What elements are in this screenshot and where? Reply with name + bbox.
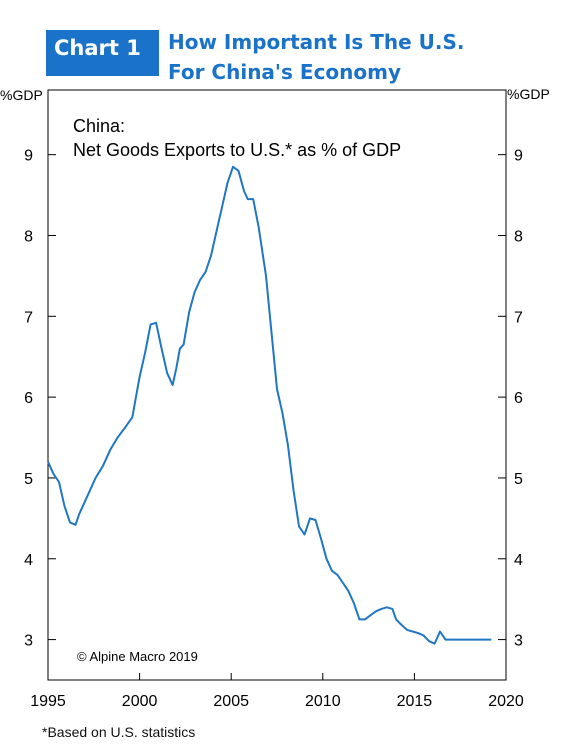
- x-tick-label: 2010: [305, 693, 341, 710]
- y-tick-label-right: 5: [514, 471, 523, 488]
- y-tick-label-left: 8: [24, 228, 33, 245]
- x-tick-label: 2000: [122, 693, 158, 710]
- chart-header-title-line2: For China's Economy: [168, 60, 402, 84]
- y-tick-label-right: 3: [514, 633, 523, 650]
- x-tick-label: 2020: [488, 693, 524, 710]
- y-axis-label-left: %GDP: [0, 87, 43, 103]
- footnote: *Based on U.S. statistics: [42, 724, 196, 740]
- y-tick-label-right: 6: [514, 390, 523, 407]
- x-tick-label: 2015: [397, 693, 433, 710]
- y-tick-label-left: 9: [24, 148, 33, 165]
- x-tick-label: 2005: [213, 693, 249, 710]
- y-tick-label-right: 9: [514, 148, 523, 165]
- y-tick-label-left: 7: [24, 309, 33, 326]
- copyright-annotation: © Alpine Macro 2019: [77, 649, 198, 664]
- y-tick-label-right: 4: [514, 552, 523, 569]
- y-tick-label-right: 8: [514, 228, 523, 245]
- y-tick-label-left: 4: [24, 552, 33, 569]
- axis-ticks: 3 3 4 4 5 5 6 6 7 7 8 8 9 9 1995 2000 2005 2010 2015 2020: [24, 148, 524, 710]
- series-line: [47, 165, 492, 645]
- chart-title: China:: [73, 116, 125, 136]
- chart-subtitle: Net Goods Exports to U.S.* as % of GDP: [73, 140, 401, 160]
- y-axis-label-right: %GDP: [507, 86, 550, 102]
- plot-frame: [47, 89, 507, 681]
- y-tick-label-left: 6: [24, 390, 33, 407]
- x-tick-label: 1995: [30, 693, 66, 710]
- chart-number-badge: Chart 1: [46, 30, 159, 76]
- y-tick-label-left: 5: [24, 471, 33, 488]
- y-tick-label-left: 3: [24, 633, 33, 650]
- chart-header-title: How Important Is The U.S. For China's Ec…: [168, 27, 465, 87]
- y-tick-label-right: 7: [514, 309, 523, 326]
- chart-header-title-line1: How Important Is The U.S.: [168, 30, 465, 54]
